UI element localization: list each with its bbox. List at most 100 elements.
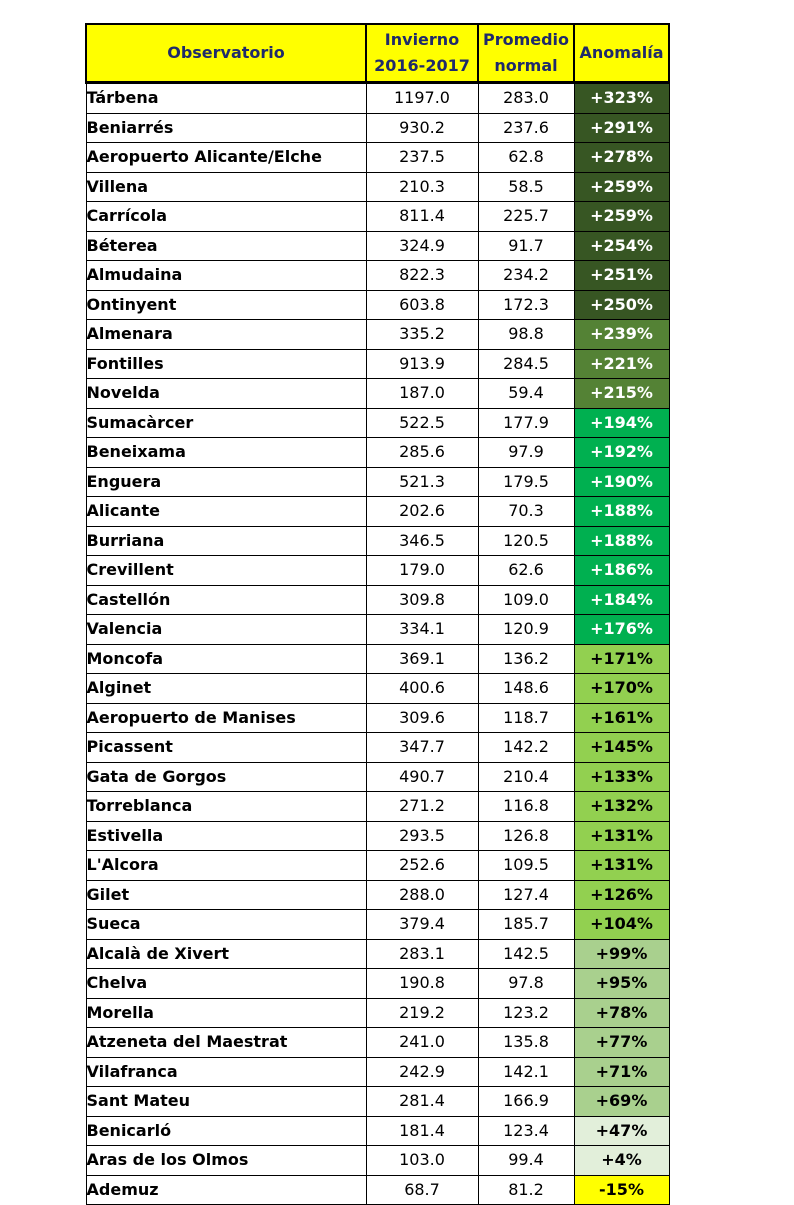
normal-value-cell: 284.5 — [477, 348, 575, 379]
station-name-cell: Torreblanca — [85, 791, 367, 822]
winter-value-cell: 335.2 — [365, 319, 479, 350]
station-name-cell: Alicante — [85, 496, 367, 527]
winter-value-cell: 369.1 — [365, 643, 479, 674]
normal-value-cell: 97.9 — [477, 437, 575, 468]
anomaly-cell: +131% — [573, 820, 670, 851]
table-row: Beneixama 285.6 97.9 +192% — [85, 437, 670, 468]
table-row: Sumacàrcer 522.5 177.9 +194% — [85, 407, 670, 438]
table-row: Novelda 187.0 59.4 +215% — [85, 378, 670, 409]
winter-value-cell: 913.9 — [365, 348, 479, 379]
anomaly-cell: +186% — [573, 555, 670, 586]
table-row: Valencia 334.1 120.9 +176% — [85, 614, 670, 645]
station-name-cell: Enguera — [85, 466, 367, 497]
normal-value-cell: 109.5 — [477, 850, 575, 881]
anomaly-cell: +188% — [573, 525, 670, 556]
station-name-cell: Moncofa — [85, 643, 367, 674]
table-row: Estivella 293.5 126.8 +131% — [85, 820, 670, 851]
table-row: Chelva 190.8 97.8 +95% — [85, 968, 670, 999]
table-row: Aeropuerto de Manises 309.6 118.7 +161% — [85, 702, 670, 733]
table-row: Ademuz 68.7 81.2 -15% — [85, 1174, 670, 1205]
table-row: Enguera 521.3 179.5 +190% — [85, 466, 670, 497]
normal-value-cell: 127.4 — [477, 879, 575, 910]
station-name-cell: Chelva — [85, 968, 367, 999]
normal-value-cell: 120.9 — [477, 614, 575, 645]
table-row: Burriana 346.5 120.5 +188% — [85, 525, 670, 556]
anomaly-cell: +95% — [573, 968, 670, 999]
station-name-cell: Beniarrés — [85, 112, 367, 143]
normal-value-cell: 126.8 — [477, 820, 575, 851]
table-row: Fontilles 913.9 284.5 +221% — [85, 348, 670, 379]
winter-value-cell: 242.9 — [365, 1056, 479, 1087]
anomaly-cell: +188% — [573, 496, 670, 527]
table-row: Alginet 400.6 148.6 +170% — [85, 673, 670, 704]
header-anomalia-label: Anomalía — [579, 43, 664, 62]
table-row: Benicarló 181.4 123.4 +47% — [85, 1115, 670, 1146]
station-name-cell: Ademuz — [85, 1174, 367, 1205]
anomaly-table: Observatorio Invierno 2016-2017 Promedio… — [85, 23, 670, 1205]
station-name-cell: Gilet — [85, 879, 367, 910]
normal-value-cell: 58.5 — [477, 171, 575, 202]
header-promedio-line1: Promedio — [482, 30, 570, 49]
table-row: Crevillent 179.0 62.6 +186% — [85, 555, 670, 586]
table-row: Atzeneta del Maestrat 241.0 135.8 +77% — [85, 1027, 670, 1058]
header-promedio-line2: normal — [494, 56, 558, 75]
table-row: Alcalà de Xivert 283.1 142.5 +99% — [85, 938, 670, 969]
anomaly-cell: +47% — [573, 1115, 670, 1146]
normal-value-cell: 59.4 — [477, 378, 575, 409]
anomaly-cell: +71% — [573, 1056, 670, 1087]
table-row: Tárbena 1197.0 283.0 +323% — [85, 82, 670, 114]
normal-value-cell: 135.8 — [477, 1027, 575, 1058]
anomaly-cell: +184% — [573, 584, 670, 615]
station-name-cell: Crevillent — [85, 555, 367, 586]
anomaly-cell: +250% — [573, 289, 670, 320]
table-row: L'Alcora 252.6 109.5 +131% — [85, 850, 670, 881]
table-row: Almudaina 822.3 234.2 +251% — [85, 260, 670, 291]
winter-value-cell: 288.0 — [365, 879, 479, 910]
table-row: Sant Mateu 281.4 166.9 +69% — [85, 1086, 670, 1117]
station-name-cell: Villena — [85, 171, 367, 202]
anomaly-cell: +104% — [573, 909, 670, 940]
header-observatorio: Observatorio — [85, 23, 367, 84]
anomaly-cell: +170% — [573, 673, 670, 704]
winter-value-cell: 400.6 — [365, 673, 479, 704]
winter-value-cell: 283.1 — [365, 938, 479, 969]
normal-value-cell: 97.8 — [477, 968, 575, 999]
table-row: Gilet 288.0 127.4 +126% — [85, 879, 670, 910]
normal-value-cell: 70.3 — [477, 496, 575, 527]
station-name-cell: L'Alcora — [85, 850, 367, 881]
station-name-cell: Sant Mateu — [85, 1086, 367, 1117]
winter-value-cell: 930.2 — [365, 112, 479, 143]
header-promedio: Promedio normal — [477, 23, 575, 84]
station-name-cell: Sumacàrcer — [85, 407, 367, 438]
station-name-cell: Picassent — [85, 732, 367, 763]
winter-value-cell: 1197.0 — [365, 82, 479, 114]
normal-value-cell: 109.0 — [477, 584, 575, 615]
station-name-cell: Sueca — [85, 909, 367, 940]
anomaly-cell: +259% — [573, 201, 670, 232]
winter-value-cell: 379.4 — [365, 909, 479, 940]
anomaly-cell: +78% — [573, 997, 670, 1028]
anomaly-cell: +126% — [573, 879, 670, 910]
table-row: Moncofa 369.1 136.2 +171% — [85, 643, 670, 674]
table-row: Vilafranca 242.9 142.1 +71% — [85, 1056, 670, 1087]
winter-value-cell: 346.5 — [365, 525, 479, 556]
table-row: Beniarrés 930.2 237.6 +291% — [85, 112, 670, 143]
anomaly-cell: +194% — [573, 407, 670, 438]
station-name-cell: Aeropuerto de Manises — [85, 702, 367, 733]
winter-value-cell: 347.7 — [365, 732, 479, 763]
table-row: Villena 210.3 58.5 +259% — [85, 171, 670, 202]
normal-value-cell: 185.7 — [477, 909, 575, 940]
anomaly-cell: +259% — [573, 171, 670, 202]
station-name-cell: Gata de Gorgos — [85, 761, 367, 792]
normal-value-cell: 123.2 — [477, 997, 575, 1028]
anomaly-cell: +254% — [573, 230, 670, 261]
normal-value-cell: 148.6 — [477, 673, 575, 704]
station-name-cell: Morella — [85, 997, 367, 1028]
winter-value-cell: 521.3 — [365, 466, 479, 497]
anomaly-cell: +239% — [573, 319, 670, 350]
winter-value-cell: 252.6 — [365, 850, 479, 881]
station-name-cell: Estivella — [85, 820, 367, 851]
normal-value-cell: 136.2 — [477, 643, 575, 674]
table-row: Aeropuerto Alicante/Elche 237.5 62.8 +278% — [85, 142, 670, 173]
table-row: Béterea 324.9 91.7 +254% — [85, 230, 670, 261]
